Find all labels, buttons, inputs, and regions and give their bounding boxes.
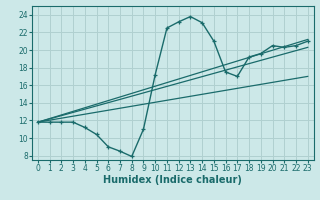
X-axis label: Humidex (Indice chaleur): Humidex (Indice chaleur) xyxy=(103,175,242,185)
